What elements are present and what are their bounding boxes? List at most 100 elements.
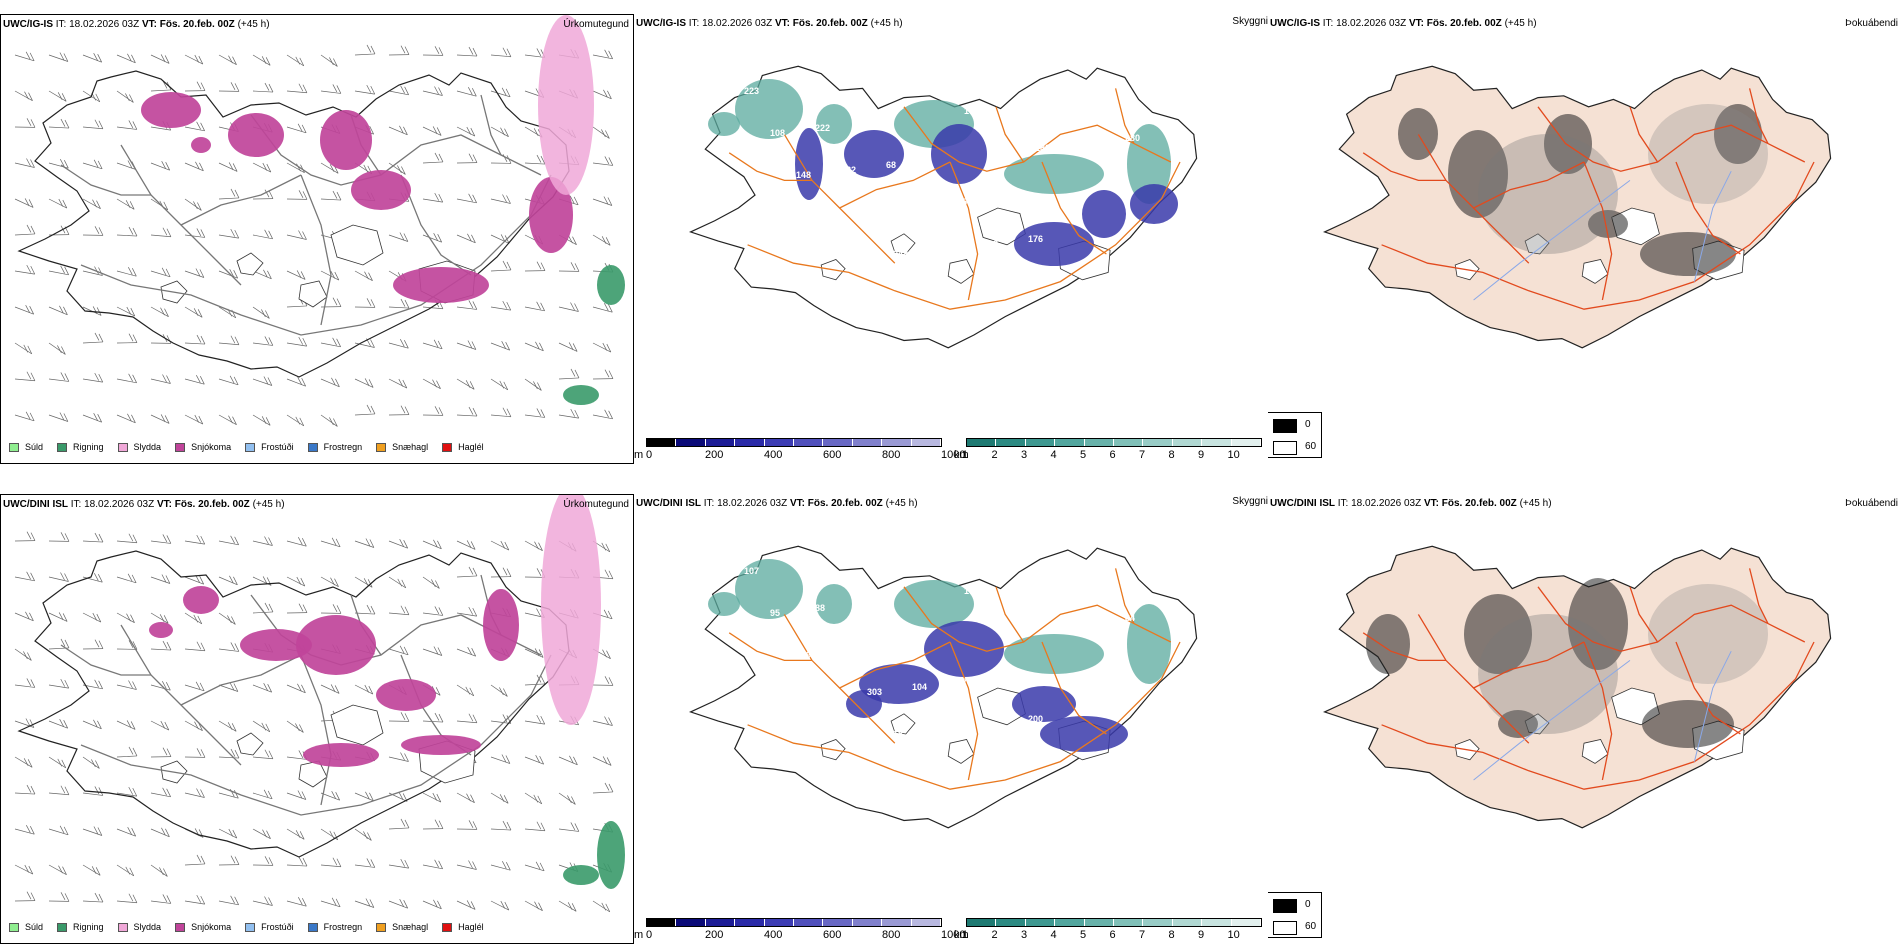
- legend-item: Súld: [9, 442, 43, 452]
- fog-legend-value: 0: [1305, 899, 1311, 910]
- colorbar-cell: [1114, 439, 1144, 446]
- colorbar-cell: [1231, 919, 1262, 926]
- legend-item: Rigning: [57, 922, 104, 932]
- snowfall-area: [240, 629, 312, 661]
- fog-legend-value: 60: [1305, 441, 1317, 452]
- fog-index-area: [1398, 108, 1438, 160]
- snowfall-area: [149, 622, 173, 638]
- legend-item: Frostúði: [245, 442, 294, 452]
- road-network: [949, 161, 979, 301]
- legend-item: Snjókoma: [175, 922, 231, 932]
- colorbar-cell: [764, 919, 795, 926]
- legend-swatch: [57, 442, 68, 452]
- fog-index-area: [1588, 210, 1628, 238]
- legend-item: Slydda: [117, 442, 161, 452]
- legend-label: Snæhagl: [392, 922, 429, 932]
- iceland-coastline: [17, 550, 570, 858]
- snowfall-area: [529, 177, 573, 253]
- road-network: [1041, 161, 1107, 255]
- fog-index-area: [1714, 104, 1762, 164]
- legend-item: Snjókoma: [175, 442, 231, 452]
- fog-index-area: [1478, 614, 1618, 734]
- snowfall-area: [351, 170, 411, 210]
- panel-type-label: Skyggni: [1232, 496, 1268, 507]
- init-time: IT: 18.02.2026 03Z: [70, 499, 155, 510]
- road-network: [1114, 568, 1135, 624]
- sleet-area: [541, 495, 601, 725]
- fog-index-area: [1498, 710, 1538, 738]
- ceiling-value-label: 188: [983, 239, 998, 249]
- model-name: UWC/DINI ISL: [3, 499, 68, 510]
- road-network: [1748, 88, 1769, 144]
- colorbar-cell: [852, 439, 883, 446]
- low-ceiling-area: [1082, 190, 1126, 238]
- panel-type-label: Þokuábendi: [1845, 498, 1898, 509]
- legend-label: Haglél: [458, 442, 484, 452]
- colorbar-cells: [966, 918, 1262, 927]
- glacier-outline: [947, 259, 975, 284]
- rain-area: [563, 385, 599, 405]
- ceiling-value-label: 222: [815, 123, 830, 133]
- road-network: [747, 641, 1181, 790]
- ceiling-value-label: 114: [1054, 576, 1069, 586]
- ceiling-value-label: 88: [815, 603, 825, 613]
- ceiling-value-label: 83: [1080, 138, 1090, 148]
- ceiling-value-label: 69: [1106, 180, 1116, 190]
- precip-type-panel-top: UWC/IG-IS IT: 18.02.2026 03Z VT: Fös. 20…: [0, 14, 634, 464]
- ceiling-value-label: 182: [1035, 143, 1050, 153]
- legend-swatch: [245, 442, 256, 452]
- ceiling-value-label: 18: [893, 729, 903, 739]
- model-name: UWC/IG-IS: [1270, 18, 1320, 29]
- iceland-coastline: [17, 70, 570, 378]
- colorbar-cell: [794, 919, 824, 926]
- colorbar-cell: [1084, 439, 1115, 446]
- colorbar-cell: [794, 439, 824, 446]
- colorbar-cell: [823, 439, 853, 446]
- road-network: [1114, 88, 1135, 144]
- road-network: [1629, 106, 1659, 163]
- colorbar-tick: 3: [1021, 929, 1028, 941]
- fog-legend-swatch: [1273, 899, 1297, 913]
- low-ceiling-area: [1040, 716, 1128, 752]
- precip-type-legend: Súld Rigning Slydda Snjókoma Frostúði Frostre…: [1, 437, 490, 457]
- road-network: [1417, 134, 1530, 264]
- colorbar-cell: [1202, 919, 1232, 926]
- road-network: [1583, 161, 1613, 301]
- ceiling-value-label: 218: [822, 212, 837, 222]
- colorbar-tick: 3: [1021, 449, 1028, 461]
- legend-swatch: [57, 922, 68, 932]
- road-network: [1748, 568, 1769, 624]
- colorbar-cell: [1055, 439, 1085, 446]
- ceiling-value-label: 170: [886, 640, 901, 650]
- legend-swatch: [9, 922, 19, 932]
- init-time: IT: 18.02.2026 03Z: [1337, 498, 1422, 509]
- road-network: [120, 144, 242, 286]
- glacier-outline: [298, 280, 328, 308]
- road-network: [747, 161, 1181, 310]
- glacier-outline: [1581, 259, 1609, 284]
- ceiling-value-label: 146: [1099, 91, 1114, 101]
- ceiling-value-label: 206: [751, 655, 766, 665]
- snowfall-area: [376, 679, 436, 711]
- snowfall-area: [303, 743, 379, 767]
- valid-time: VT: Fös. 20.feb. 00Z: [789, 498, 883, 509]
- colorbar-tick: 1000: [941, 449, 966, 461]
- legend-label: Frostregn: [323, 442, 363, 452]
- snowfall-area: [401, 735, 481, 755]
- fog-index-area: [1568, 578, 1628, 670]
- sleet-area: [538, 15, 594, 195]
- road-network: [949, 641, 979, 781]
- fog-index-panel-bottom: UWC/DINI ISL IT: 18.02.2026 03Z VT: Fös.…: [1268, 494, 1900, 944]
- legend-swatch: [175, 922, 186, 932]
- colorbar-cell: [823, 919, 853, 926]
- ceiling-colorbar: m 0 200 400 600 800 1000: [634, 918, 965, 944]
- ceiling-value-label: 96: [983, 719, 993, 729]
- colorbar-cell: [996, 919, 1026, 926]
- colorbar-cell: [996, 439, 1026, 446]
- legend-label: Haglél: [458, 922, 484, 932]
- ceiling-value-label: 200: [1028, 714, 1043, 724]
- low-visibility-area: [1127, 604, 1171, 684]
- colorbar-tick: 8: [1168, 929, 1175, 941]
- colorbar-unit: km: [954, 449, 969, 461]
- colorbar-tick: 7: [1139, 449, 1146, 461]
